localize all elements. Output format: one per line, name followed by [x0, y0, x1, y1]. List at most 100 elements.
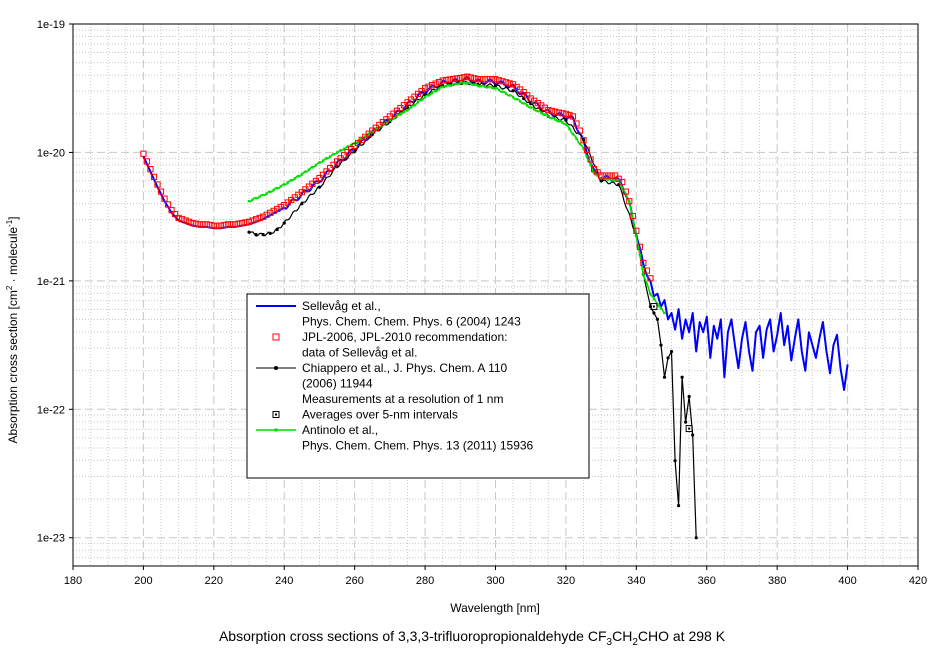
jpl-point [316, 175, 323, 182]
antinolo-point [459, 81, 462, 85]
jpl-point [245, 218, 253, 225]
jpl-point [545, 106, 552, 114]
jpl-point [421, 85, 429, 92]
antinolo-point [585, 155, 589, 158]
antinolo-point [349, 144, 353, 147]
antinolo-point [635, 234, 638, 238]
legend-label: Phys. Chem. Chem. Phys. 13 (2011) 15936 [302, 439, 534, 453]
antinolo-point [437, 87, 441, 91]
jpl-point [587, 156, 594, 163]
jpl-point [172, 210, 179, 218]
jpl-point [196, 221, 203, 228]
antinolo-point [434, 89, 437, 93]
legend-label: Averages over 5-nm intervals [302, 408, 458, 422]
antinolo-point [564, 122, 568, 126]
jpl-point [267, 209, 274, 216]
antinolo-point [413, 103, 416, 107]
jpl-point [182, 217, 189, 224]
jpl-point [263, 211, 270, 218]
y-tick-label: 1e-23 [37, 533, 65, 545]
y-tick-label: 1e-20 [37, 147, 65, 159]
antinolo-point [268, 190, 272, 193]
x-tick-label: 360 [698, 575, 716, 587]
x-tick-label: 420 [909, 575, 927, 587]
jpl-point [274, 205, 281, 213]
legend-box [246, 293, 590, 479]
jpl-point [562, 110, 570, 118]
jpl-point [235, 220, 242, 227]
jpl-point [164, 201, 172, 208]
y-tick-label: 1e-21 [37, 276, 65, 288]
chiappero-point [669, 349, 674, 354]
antinolo-point [374, 128, 377, 131]
antinolo-point [409, 106, 413, 109]
antinolo-point [614, 178, 617, 182]
antinolo-point [596, 174, 599, 177]
antinolo-point [663, 311, 666, 315]
antinolo-point [261, 193, 265, 197]
antinolo-point [656, 302, 659, 306]
jpl-point [492, 76, 499, 83]
antinolo-point [290, 179, 293, 182]
jpl-point [210, 222, 217, 229]
antinolo-point [466, 81, 469, 85]
antinolo-point [325, 157, 328, 160]
antinolo-point [311, 166, 314, 169]
legend-label: Antinolo et al., [302, 423, 378, 437]
antinolo-point [557, 119, 561, 123]
chiappero-point [662, 375, 667, 379]
antinolo-point [511, 96, 515, 99]
antinolo-point [522, 102, 525, 105]
antinolo-point [536, 109, 539, 113]
jpl-point [643, 267, 650, 274]
antinolo-point [508, 94, 511, 97]
antinolo-point [497, 88, 501, 92]
chiappero-point [691, 433, 695, 437]
jpl-point [319, 171, 327, 178]
antinolo-point [342, 147, 346, 151]
jpl-point [524, 92, 531, 99]
jpl-point [186, 218, 193, 225]
jpl-point [626, 198, 633, 205]
antinolo-point [247, 200, 251, 203]
jpl-point [619, 178, 626, 186]
chiappero-point [493, 84, 498, 88]
antinolo-point [423, 96, 427, 99]
jpl-point [464, 73, 471, 80]
antinolo-point [540, 111, 543, 115]
jpl-point [147, 166, 154, 173]
antinolo-point [533, 108, 536, 111]
antinolo-point [321, 159, 325, 162]
jpl-point [326, 165, 334, 172]
jpl-point [249, 217, 256, 224]
antinolo-point [628, 200, 631, 203]
jpl-point [608, 172, 615, 179]
antinolo-point [550, 116, 554, 120]
jpl-point [520, 88, 527, 96]
jpl-point [453, 75, 460, 82]
chiappero-series-line [248, 80, 697, 538]
antinolo-point [473, 83, 476, 86]
figure-caption: Absorption cross sections of 3,3,3-trifl… [218, 628, 726, 648]
y-tick-label: 1e-22 [37, 404, 65, 416]
jpl-point [200, 221, 207, 228]
jpl-point [330, 161, 337, 168]
jpl-point [256, 214, 263, 222]
antinolo-point [293, 177, 297, 180]
jpl-point [175, 214, 182, 222]
jpl-point [615, 175, 622, 182]
antinolo-series-line [248, 81, 666, 315]
jpl-point [439, 77, 446, 84]
chiappero-point [317, 185, 322, 189]
legend-swatch-chiappero-avg-dot [275, 413, 277, 416]
jpl-point [140, 150, 147, 157]
chiappero-avg-point [650, 303, 658, 311]
jpl-point [154, 181, 161, 188]
antinolo-point [645, 282, 649, 286]
y-axis-ticks: 1e-19 1e-20 1e-21 1e-22 1e-23 [37, 19, 73, 545]
antinolo-point [617, 179, 620, 182]
antinolo-point [638, 253, 642, 257]
antinolo-point [659, 307, 663, 310]
antinolo-point [297, 175, 300, 178]
y-tick-label: 1e-19 [37, 19, 65, 31]
